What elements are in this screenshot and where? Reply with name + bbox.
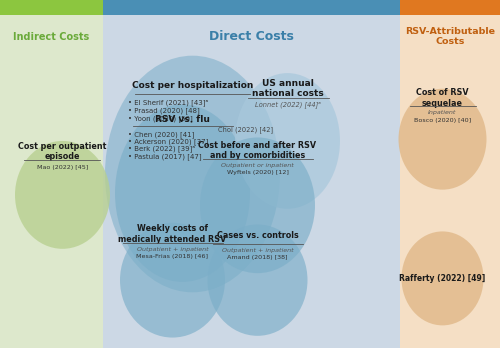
Ellipse shape	[208, 224, 308, 336]
Text: Outpatient or inpatient: Outpatient or inpatient	[221, 163, 294, 168]
Text: Direct Costs: Direct Costs	[209, 30, 294, 43]
Bar	[400, 0, 500, 15]
Text: • Pastula (2017) [47]: • Pastula (2017) [47]	[128, 153, 201, 160]
Text: Cost per hospitalization: Cost per hospitalization	[132, 81, 253, 90]
Text: Outpatient + inpatient: Outpatient + inpatient	[136, 247, 208, 252]
Ellipse shape	[15, 141, 110, 249]
Text: US annual
national costs: US annual national costs	[252, 79, 324, 98]
Text: Amand (2018) [38]: Amand (2018) [38]	[227, 255, 288, 260]
Bar	[400, 0, 500, 348]
Bar	[0, 0, 102, 15]
Text: Weekly costs of
medically attended RSV: Weekly costs of medically attended RSV	[118, 224, 226, 244]
Text: Cost of RSV
sequelae: Cost of RSV sequelae	[416, 88, 469, 108]
Bar	[102, 0, 400, 348]
Text: Cost per outpatient
episode: Cost per outpatient episode	[18, 142, 106, 161]
Text: • Yoon (2020) [50]: • Yoon (2020) [50]	[128, 115, 192, 122]
Ellipse shape	[115, 104, 250, 282]
Text: • Prasad (2020) [48]: • Prasad (2020) [48]	[128, 107, 199, 114]
Ellipse shape	[402, 231, 483, 325]
Text: • Ackerson (2020) [37]: • Ackerson (2020) [37]	[128, 138, 208, 145]
Bar	[102, 0, 400, 15]
Text: Choi (2022) [42]: Choi (2022) [42]	[218, 126, 274, 133]
Ellipse shape	[105, 56, 280, 292]
Text: Cases vs. controls: Cases vs. controls	[216, 231, 298, 240]
Text: Cost before and after RSV
and by comorbidities: Cost before and after RSV and by comorbi…	[198, 141, 316, 160]
Text: Mao (2022) [45]: Mao (2022) [45]	[37, 165, 88, 169]
Text: • Berk (2022) [39]ᵃ: • Berk (2022) [39]ᵃ	[128, 145, 194, 152]
Text: Mesa-Frias (2018) [46]: Mesa-Frias (2018) [46]	[136, 254, 208, 259]
Text: Lonnet (2022) [44]ᵃ: Lonnet (2022) [44]ᵃ	[254, 101, 320, 108]
Text: Indirect Costs: Indirect Costs	[13, 32, 90, 41]
Ellipse shape	[120, 223, 225, 338]
Text: Inpatient: Inpatient	[428, 110, 456, 115]
Text: Wyftels (2020) [12]: Wyftels (2020) [12]	[226, 170, 288, 175]
Text: • Chen (2020) [41]: • Chen (2020) [41]	[128, 131, 194, 138]
Text: • El Sherif (2021) [43]ᵃ: • El Sherif (2021) [43]ᵃ	[128, 99, 208, 106]
Ellipse shape	[235, 73, 340, 209]
Bar	[0, 0, 102, 348]
Text: Outpatient + inpatient: Outpatient + inpatient	[222, 248, 294, 253]
Text: RSV vs. flu: RSV vs. flu	[155, 114, 210, 124]
Text: Bosco (2020) [40]: Bosco (2020) [40]	[414, 118, 471, 122]
Ellipse shape	[200, 137, 315, 273]
Text: RSV-Attributable
Costs: RSV-Attributable Costs	[405, 27, 495, 46]
Text: Rafferty (2022) [49]: Rafferty (2022) [49]	[400, 274, 486, 283]
Ellipse shape	[398, 89, 486, 190]
